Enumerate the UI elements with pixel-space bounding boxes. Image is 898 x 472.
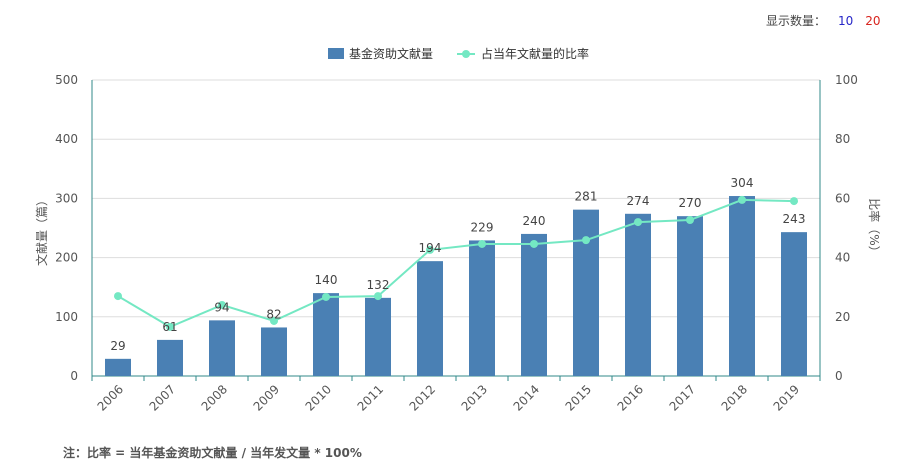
bar bbox=[729, 196, 755, 376]
x-tick-label: 2014 bbox=[511, 382, 542, 413]
bar bbox=[365, 297, 391, 376]
bar bbox=[261, 327, 287, 376]
bar bbox=[469, 240, 495, 376]
ratio-point bbox=[166, 322, 174, 331]
legend-line-swatch bbox=[457, 48, 476, 59]
y2-tick-label: 100 bbox=[835, 73, 858, 87]
legend-label-ratio: 占当年文献量的比率 bbox=[481, 47, 590, 61]
display-count-option-10[interactable]: 10 bbox=[838, 13, 854, 28]
bar-data-label: 61 bbox=[162, 320, 177, 334]
x-tick-label: 2016 bbox=[615, 382, 646, 413]
y-axis-title: 文献量（篇） bbox=[34, 194, 49, 266]
bar bbox=[573, 209, 599, 376]
x-tick-label: 2015 bbox=[563, 382, 594, 413]
x-tick-label: 2010 bbox=[303, 382, 334, 413]
ratio-line bbox=[117, 198, 795, 328]
chart-legend: 基金资助文献量 占当年文献量的比率 bbox=[328, 45, 589, 62]
x-tick-label: 2017 bbox=[667, 382, 698, 413]
bar bbox=[677, 216, 703, 376]
display-count-label: 显示数量： bbox=[766, 14, 827, 28]
y-tick-label: 200 bbox=[55, 251, 78, 265]
bar-data-label: 94 bbox=[214, 300, 229, 314]
x-tick-label: 2011 bbox=[355, 382, 386, 413]
y2-tick-label: 40 bbox=[835, 251, 850, 265]
y-tick-label: 300 bbox=[55, 191, 78, 205]
bar-data-label: 281 bbox=[575, 190, 598, 204]
bar-series bbox=[105, 196, 807, 376]
x-tick-label: 2009 bbox=[251, 382, 282, 413]
legend-label-funded-count: 基金资助文献量 bbox=[349, 47, 434, 61]
ratio-point bbox=[634, 218, 642, 227]
x-tick-label: 2019 bbox=[771, 382, 802, 413]
y-tick-label: 0 bbox=[70, 369, 78, 383]
bar-data-label: 194 bbox=[419, 241, 442, 255]
ratio-point bbox=[686, 216, 694, 225]
bar-data-label: 270 bbox=[679, 196, 702, 210]
ratio-point bbox=[738, 195, 746, 204]
bar bbox=[105, 358, 131, 376]
ratio-point bbox=[790, 197, 798, 206]
line-series bbox=[114, 195, 798, 331]
ratio-point bbox=[270, 316, 278, 325]
ratio-point bbox=[478, 239, 486, 248]
y2-tick-label: 0 bbox=[835, 369, 843, 383]
legend-bar-swatch bbox=[328, 48, 344, 59]
bar-data-label: 29 bbox=[110, 339, 125, 353]
display-count-option-20[interactable]: 20 bbox=[865, 13, 881, 28]
bar bbox=[625, 213, 651, 376]
bar-data-label: 140 bbox=[315, 273, 338, 287]
bar-data-label: 132 bbox=[367, 278, 390, 292]
bar-data-label: 82 bbox=[266, 307, 281, 321]
bar bbox=[209, 320, 235, 376]
bar-data-label: 304 bbox=[731, 176, 754, 190]
bar-data-label: 240 bbox=[523, 214, 546, 228]
x-tick-label: 2007 bbox=[147, 382, 178, 413]
bar-data-label: 229 bbox=[471, 220, 494, 234]
ratio-point bbox=[530, 239, 538, 248]
ratio-point bbox=[218, 300, 226, 309]
ratio-point bbox=[322, 292, 330, 301]
legend-item-ratio[interactable]: 占当年文献量的比率 bbox=[457, 45, 589, 62]
grid-lines bbox=[92, 79, 820, 318]
bar bbox=[313, 293, 339, 376]
y2-tick-label: 80 bbox=[835, 132, 850, 146]
y2-axis-title: 比率（%） bbox=[867, 198, 882, 257]
bar bbox=[521, 233, 547, 376]
x-tick-label: 2008 bbox=[199, 382, 230, 413]
footnote: 注：比率 = 当年基金资助文献量 / 当年发文量 * 100% bbox=[63, 446, 362, 460]
x-tick-label: 2006 bbox=[95, 382, 126, 413]
bar bbox=[781, 232, 807, 376]
ratio-point bbox=[582, 236, 590, 245]
legend-item-funded-count[interactable]: 基金资助文献量 bbox=[328, 45, 433, 62]
x-tick-label: 2018 bbox=[719, 382, 750, 413]
bar bbox=[157, 339, 183, 376]
x-tick-label: 2013 bbox=[459, 382, 490, 413]
ratio-point bbox=[374, 292, 382, 301]
data-labels: 29 61 94 82 140 132 194 229 240 281 274 270 304 243 bbox=[110, 176, 805, 353]
ratio-point bbox=[426, 245, 434, 254]
y-tick-label: 100 bbox=[55, 310, 78, 324]
display-count-control: 显示数量： 10 20 bbox=[766, 12, 881, 29]
bar-data-label: 274 bbox=[627, 194, 650, 208]
ratio-point bbox=[114, 292, 122, 301]
bar-data-label: 243 bbox=[783, 212, 806, 226]
y-tick-label: 500 bbox=[55, 73, 78, 87]
y-tick-label: 400 bbox=[55, 132, 78, 146]
y2-tick-label: 20 bbox=[835, 310, 850, 324]
bar bbox=[417, 261, 443, 376]
x-tick-label: 2012 bbox=[407, 382, 438, 413]
y2-tick-label: 60 bbox=[835, 191, 850, 205]
